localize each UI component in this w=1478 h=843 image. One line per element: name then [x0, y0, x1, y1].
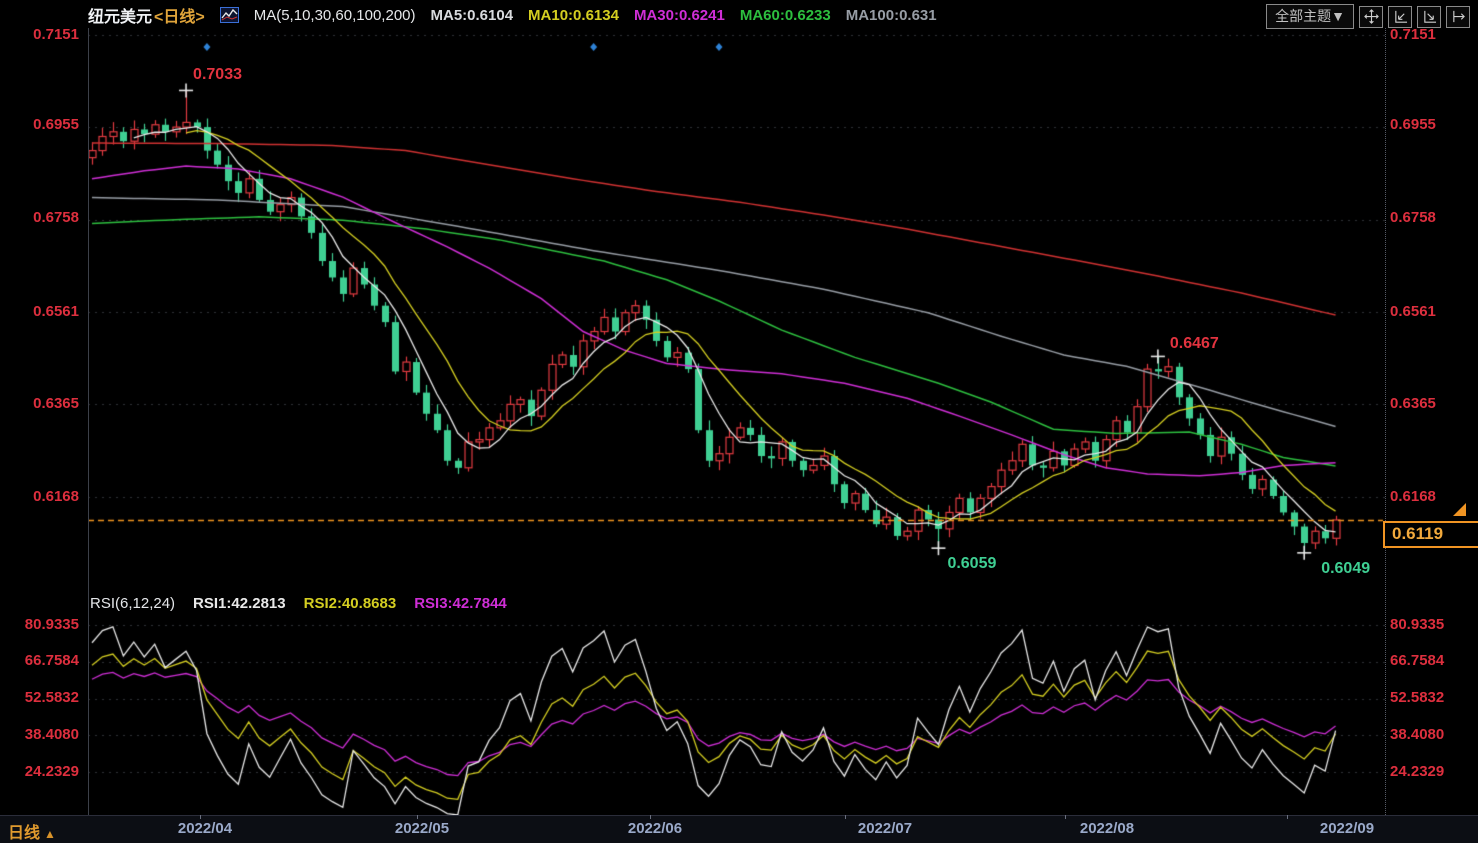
rsi-axis-label-left: 38.4080 [24, 726, 79, 743]
high-price-annotation: 0.7033 [193, 66, 242, 84]
price-axis-label-left: 0.6168 [33, 488, 79, 505]
rsi1-value: RSI1:42.2813 [193, 595, 286, 612]
price-axis-label-left: 0.6365 [33, 395, 79, 412]
low-price-annotation: 0.6059 [947, 555, 997, 573]
rsi-axis-label-left: 80.9335 [24, 616, 79, 633]
rsi-chart-canvas[interactable] [88, 618, 1385, 815]
rsi-indicator-label: RSI(6,12,24) [90, 595, 176, 612]
line-chart-icon[interactable] [219, 7, 239, 23]
move-icon [1363, 9, 1379, 24]
rsi-axis-label-left: 52.5832 [24, 689, 79, 706]
rsi2-value: RSI2:40.8683 [303, 595, 397, 612]
price-axis-label-right: 0.6955 [1390, 116, 1436, 133]
symbol-title: 纽元美元 <日线> [88, 3, 205, 27]
period-label: 日线 [8, 825, 41, 842]
rsi-axis-label-right: 80.9335 [1390, 616, 1445, 633]
month-tick [845, 815, 846, 819]
theme-select-button[interactable]: 全部主题▼ [1266, 4, 1354, 29]
rsi-legend: RSI(6,12,24) RSI1:42.2813 RSI2:40.8683 R… [90, 595, 507, 612]
price-axis-label-right: 0.6561 [1390, 303, 1436, 320]
zoom-in-tool-button[interactable] [1417, 5, 1441, 28]
month-tick [200, 815, 201, 819]
chart-toolbar: 全部主题▼ [1266, 4, 1470, 29]
price-axis-label-left: 0.6758 [33, 209, 79, 226]
time-axis-strip [0, 815, 1478, 843]
ma100-value: MA100:0.631 [845, 6, 937, 24]
y-axis-line [88, 28, 89, 815]
ma60-value: MA60:0.6233 [739, 6, 831, 24]
price-axis-label-right: 0.7151 [1390, 26, 1436, 43]
ma10-value: MA10:0.6134 [528, 6, 619, 24]
month-tick [1065, 815, 1066, 819]
price-axis-label-left: 0.6955 [33, 116, 79, 133]
high-price-annotation: 0.6467 [1169, 335, 1219, 353]
price-axis-label-left: 0.6561 [33, 303, 79, 320]
price-axis-label-right: 0.6365 [1390, 395, 1436, 412]
zoom-in-icon [1423, 10, 1436, 23]
chart-legend: 纽元美元 <日线> MA(5,10,30,60,100,200) MA5:0.61… [88, 3, 937, 27]
ma30-value: MA30:0.6241 [633, 6, 725, 24]
month-tick [1287, 815, 1288, 819]
month-label: 2022/09 [1319, 820, 1375, 837]
rsi-axis-label-left: 66.7584 [24, 652, 79, 669]
ma-group-label: MA(5,10,30,60,100,200) [253, 6, 416, 24]
zoom-out-tool-button[interactable] [1388, 5, 1412, 28]
ma5-value: MA5:0.6104 [430, 6, 514, 24]
low-price-annotation: 0.6049 [1321, 559, 1371, 577]
rsi-axis-label-right: 52.5832 [1390, 689, 1445, 706]
symbol-name: 纽元美元 [88, 9, 153, 26]
rsi3-value: RSI3:42.7844 [414, 595, 507, 612]
price-axis-label-left: 0.7151 [33, 26, 79, 43]
month-tick [650, 815, 651, 819]
month-label: 2022/05 [394, 820, 450, 837]
shift-right-tool-button[interactable] [1446, 5, 1470, 28]
plot-right-edge-line [1385, 28, 1386, 815]
month-label: 2022/08 [1079, 820, 1135, 837]
price-chart-canvas[interactable] [88, 28, 1385, 592]
rsi-axis-label-right: 66.7584 [1390, 652, 1445, 669]
rsi-axis-label-left: 24.2329 [24, 763, 79, 780]
price-flag-icon [1453, 503, 1466, 516]
month-label: 2022/07 [857, 820, 913, 837]
rsi-axis-label-right: 38.4080 [1390, 726, 1445, 743]
period-selector[interactable]: 日线 ▲ [8, 819, 56, 843]
arrow-right-icon [1452, 10, 1465, 22]
current-price-tag: 0.6119 [1383, 520, 1478, 548]
rsi-axis-label-right: 24.2329 [1390, 763, 1445, 780]
zoom-out-icon [1394, 10, 1407, 23]
month-label: 2022/06 [627, 820, 683, 837]
period-tag: <日线> [154, 9, 205, 26]
price-axis-label-right: 0.6168 [1390, 488, 1436, 505]
pan-tool-button[interactable] [1359, 5, 1383, 28]
price-axis-label-right: 0.6758 [1390, 209, 1436, 226]
month-tick [417, 815, 418, 819]
month-label: 2022/04 [177, 820, 233, 837]
triangle-up-icon: ▲ [44, 827, 56, 841]
